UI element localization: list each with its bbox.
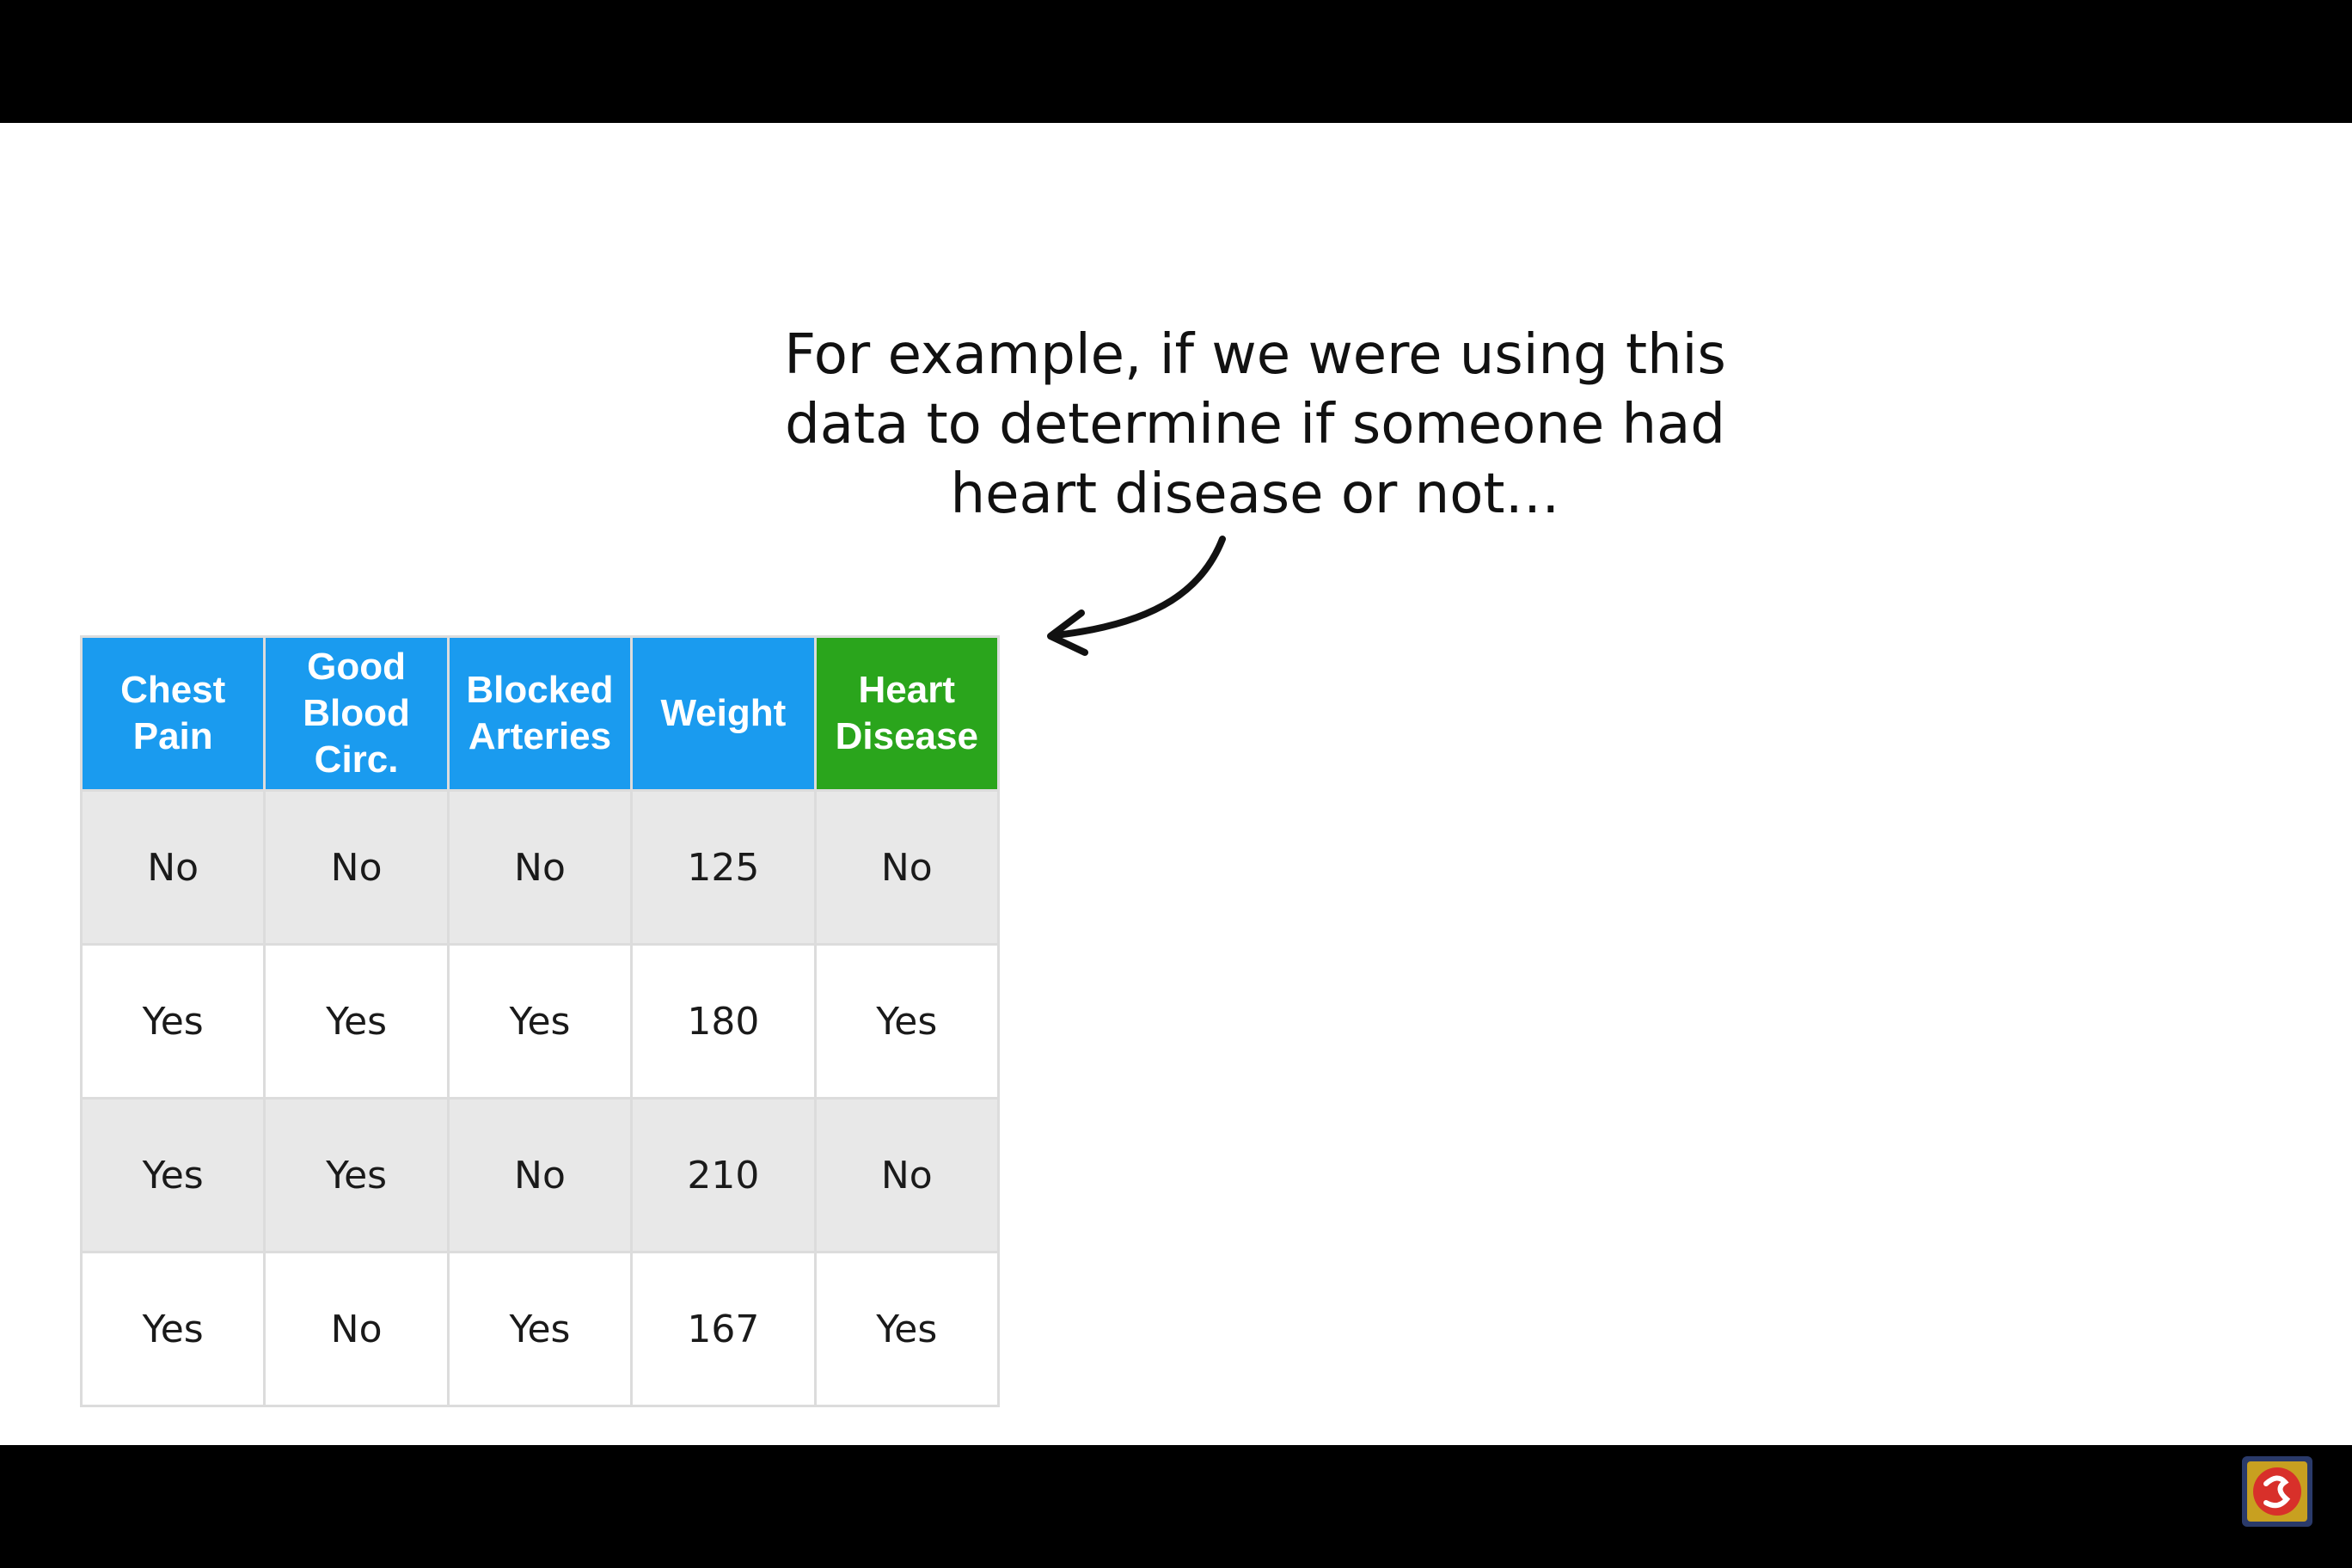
table-cell: 210 bbox=[630, 1097, 817, 1253]
table-cell: Yes bbox=[263, 1097, 450, 1253]
table-cell: No bbox=[446, 1097, 634, 1253]
table-cell: No bbox=[263, 789, 450, 946]
table-header-row: Chest Pain Good Blood Circ. Blocked Arte… bbox=[79, 635, 1001, 792]
table-cell: No bbox=[446, 789, 634, 946]
table-cell: No bbox=[813, 789, 1001, 946]
table-row: Yes Yes No 210 No bbox=[79, 1097, 1001, 1253]
table-cell: No bbox=[813, 1097, 1001, 1253]
header-weight: Weight bbox=[630, 635, 817, 792]
table-cell: Yes bbox=[813, 943, 1001, 1099]
header-good-blood-circ: Good Blood Circ. bbox=[263, 635, 450, 792]
table-row: Yes Yes Yes 180 Yes bbox=[79, 943, 1001, 1099]
channel-logo-icon[interactable] bbox=[2240, 1455, 2314, 1528]
table-cell: No bbox=[79, 789, 266, 946]
table-row: No No No 125 No bbox=[79, 789, 1001, 946]
caption-line-2: data to determine if someone had bbox=[785, 393, 1725, 456]
curved-arrow-icon bbox=[1047, 536, 1226, 656]
table-cell: Yes bbox=[813, 1251, 1001, 1407]
caption-line-1: For example, if we were using this bbox=[784, 323, 1726, 387]
table-cell: No bbox=[263, 1251, 450, 1407]
table-cell: Yes bbox=[79, 1097, 266, 1253]
data-table: Chest Pain Good Blood Circ. Blocked Arte… bbox=[79, 635, 1001, 1407]
header-heart-disease: Heart Disease bbox=[813, 635, 1001, 792]
caption-text: For example, if we were using this data … bbox=[756, 321, 1754, 530]
slide: For example, if we were using this data … bbox=[0, 123, 2352, 1445]
table-cell: Yes bbox=[79, 943, 266, 1099]
table-cell: Yes bbox=[446, 943, 634, 1099]
caption-line-3: heart disease or not… bbox=[950, 462, 1560, 526]
table-cell: Yes bbox=[263, 943, 450, 1099]
table-cell: 167 bbox=[630, 1251, 817, 1407]
table-cell: 180 bbox=[630, 943, 817, 1099]
table-row: Yes No Yes 167 Yes bbox=[79, 1251, 1001, 1407]
table-cell: Yes bbox=[446, 1251, 634, 1407]
header-chest-pain: Chest Pain bbox=[79, 635, 266, 792]
header-blocked-arteries: Blocked Arteries bbox=[446, 635, 634, 792]
table-cell: Yes bbox=[79, 1251, 266, 1407]
table-cell: 125 bbox=[630, 789, 817, 946]
